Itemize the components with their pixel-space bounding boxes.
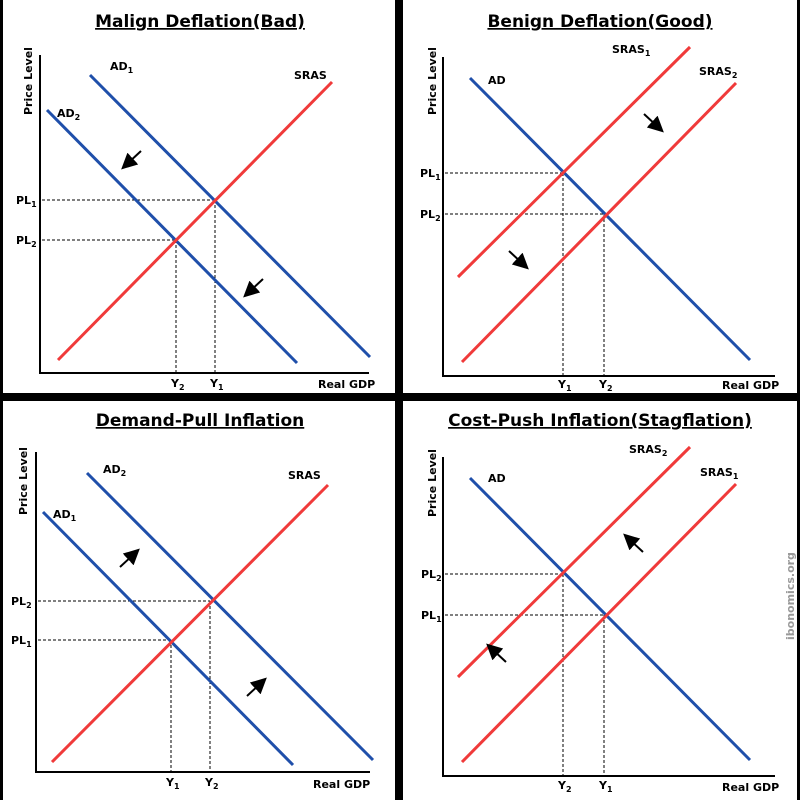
pl1-label: PL1	[421, 609, 442, 624]
y-axis-label: Price Level	[426, 449, 439, 517]
ad2-label: AD2	[57, 107, 80, 122]
sras2-label: SRAS2	[629, 443, 667, 458]
panel-cost-push-inflation: Cost-Push Inflation(Stagflation) Price L…	[421, 411, 779, 794]
watermark: ibonomics.org	[784, 552, 797, 640]
pl2-label: PL2	[420, 208, 441, 223]
shift-arrow-icon	[119, 548, 140, 568]
shift-arrow-icon	[623, 533, 644, 553]
x-axis-label: Real GDP	[318, 378, 375, 391]
y2-label: Y2	[170, 377, 185, 392]
shift-arrow-icon	[508, 250, 529, 270]
x-axis-label: Real GDP	[722, 781, 779, 794]
ad2-label: AD2	[103, 463, 126, 478]
ad2-curve	[45, 108, 299, 365]
pl1-label: PL1	[11, 634, 32, 649]
shift-arrow-icon	[121, 150, 142, 170]
ad-curve	[468, 476, 752, 762]
y1-label: Y1	[209, 377, 224, 392]
pl2-label: PL2	[11, 595, 32, 610]
panel-title: Benign Deflation(Good)	[487, 12, 712, 32]
panel-benign-deflation: Benign Deflation(Good) Price Level Real …	[420, 12, 779, 393]
sras2-label: SRAS2	[699, 65, 737, 80]
sras2-curve	[456, 445, 692, 679]
ad1-label: AD1	[53, 508, 77, 523]
sras1-curve	[456, 45, 692, 279]
shift-arrow-icon	[243, 278, 264, 298]
panel-title: Cost-Push Inflation(Stagflation)	[448, 411, 752, 431]
y2-label: Y2	[598, 378, 613, 393]
panel-title: Demand-Pull Inflation	[96, 411, 305, 431]
panel-demand-pull-inflation: Demand-Pull Inflation Price Level Real G…	[11, 411, 370, 791]
y-axis-label: Price Level	[22, 47, 35, 115]
y2-label: Y2	[204, 776, 219, 791]
pl1-label: PL1	[420, 167, 441, 182]
sras1-label: SRAS1	[612, 43, 651, 58]
ad1-label: AD1	[110, 60, 134, 75]
sras1-curve	[460, 482, 738, 764]
shift-arrow-icon	[643, 113, 664, 133]
panel-title: Malign Deflation(Bad)	[95, 12, 305, 32]
ad1-curve	[88, 73, 372, 359]
pl2-label: PL2	[421, 568, 442, 583]
sras-label: SRAS	[294, 69, 327, 82]
ad-curve	[468, 76, 752, 362]
pl2-label: PL2	[16, 234, 37, 249]
shift-arrow-icon	[486, 643, 507, 663]
ad-label: AD	[488, 472, 506, 485]
ad1-curve	[41, 510, 295, 767]
x-axis-label: Real GDP	[313, 778, 370, 791]
y-axis-label: Price Level	[426, 47, 439, 115]
panel-malign-deflation: Malign Deflation(Bad) Price Level Real G…	[16, 12, 375, 392]
y1-label: Y1	[598, 779, 613, 794]
ad2-curve	[85, 471, 375, 762]
sras2-curve	[460, 81, 738, 364]
y1-label: Y1	[165, 776, 180, 791]
sras-label: SRAS	[288, 469, 321, 482]
x-axis-label: Real GDP	[722, 379, 779, 392]
sras1-label: SRAS1	[700, 466, 739, 481]
sras-curve	[56, 80, 334, 362]
ad-label: AD	[488, 74, 506, 87]
pl1-label: PL1	[16, 194, 37, 209]
y-axis-label: Price Level	[17, 447, 30, 515]
sras-curve	[50, 483, 330, 764]
y1-label: Y1	[557, 378, 572, 393]
shift-arrow-icon	[246, 677, 267, 697]
y2-label: Y2	[557, 779, 572, 794]
